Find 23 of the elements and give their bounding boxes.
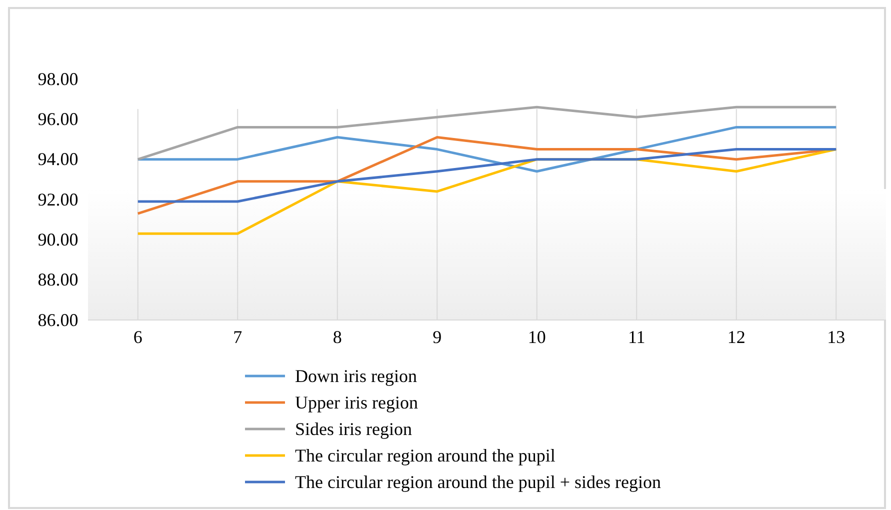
y-tick-label: 96.00	[38, 108, 78, 129]
legend-label: The circular region around the pupil	[295, 446, 556, 466]
x-tick-label: 8	[332, 326, 342, 347]
x-tick-label: 7	[233, 326, 242, 347]
legend-label: The circular region around the pupil + sides region	[295, 472, 662, 492]
legend-label: Down iris region	[295, 366, 417, 386]
legend-label: Upper iris region	[295, 392, 418, 412]
y-tick-label: 94.00	[38, 149, 78, 170]
y-tick-label: 86.00	[38, 310, 78, 330]
line-series	[136, 126, 838, 173]
y-tick-label: 92.00	[38, 189, 78, 210]
y-tick-label: 98.00	[38, 68, 78, 89]
x-tick-label: 9	[432, 326, 442, 347]
legend-label: Sides iris region	[295, 419, 412, 439]
x-tick-label: 12	[727, 326, 746, 347]
x-tick-label: 6	[133, 326, 142, 347]
x-tick-label: 11	[628, 326, 646, 347]
x-tick-label: 10	[528, 326, 546, 347]
line-series	[136, 148, 838, 203]
x-tick-label: 13	[827, 326, 846, 347]
line-series	[136, 106, 838, 161]
y-tick-label: 90.00	[38, 229, 78, 250]
y-tick-label: 88.00	[38, 270, 78, 290]
